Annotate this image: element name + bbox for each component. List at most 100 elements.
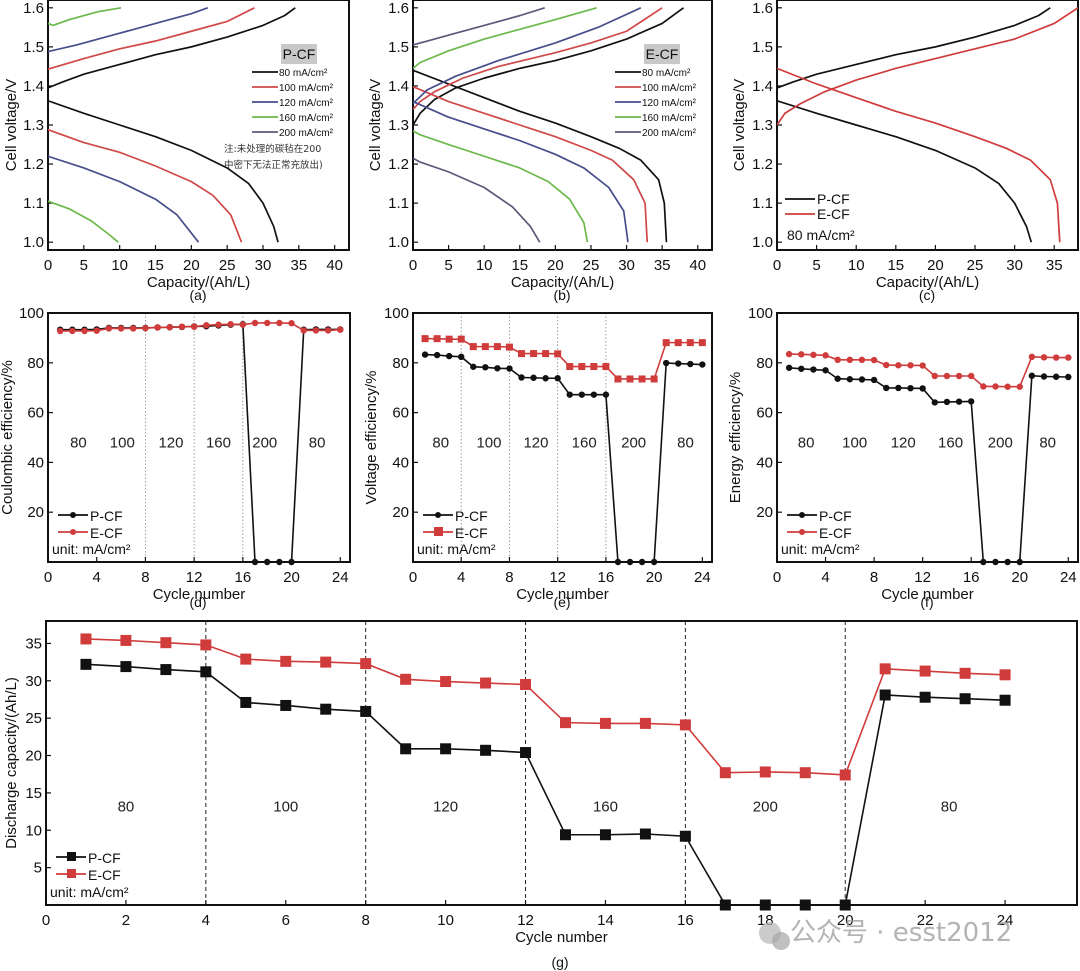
data-point (578, 391, 585, 398)
discharge-curve (777, 67, 1061, 243)
data-point (178, 323, 186, 330)
y-axis-label: Coulombic efficiency/% (0, 360, 16, 515)
series-line-e-cf (85, 638, 1006, 776)
data-point (482, 364, 489, 371)
data-point (999, 694, 1011, 706)
y-axis-label: Discharge capacity/(Ah/L) (3, 677, 20, 849)
data-point (559, 717, 571, 729)
x-tick-label: 20 (183, 257, 200, 274)
y-tick-label: 1.3 (752, 117, 773, 134)
discharge-curve (48, 128, 243, 243)
data-point (590, 363, 598, 371)
region-label: 160 (572, 434, 597, 451)
unit-annotation: unit: mA/cm² (52, 541, 131, 557)
data-point (834, 375, 841, 382)
data-point (798, 365, 805, 372)
data-point (785, 350, 793, 358)
data-point (520, 747, 532, 759)
legend-marker (67, 869, 76, 878)
data-point (288, 320, 295, 327)
data-point (679, 719, 691, 731)
x-tick-label: 8 (362, 912, 370, 929)
x-tick-label: 30 (618, 257, 635, 274)
x-tick-label: 8 (505, 569, 513, 586)
unit-annotation: unit: mA/cm² (781, 541, 860, 557)
x-tick-label: 12 (186, 569, 203, 586)
series-line-e-cf (425, 337, 703, 380)
legend-marker (799, 529, 805, 535)
data-point (190, 323, 198, 330)
data-point (80, 658, 92, 670)
data-point (240, 653, 252, 665)
data-point (967, 398, 975, 405)
data-point (931, 399, 938, 406)
y-tick-label: 1.4 (388, 78, 409, 95)
legend-label: 160 mA/cm² (642, 113, 697, 124)
data-point (360, 658, 372, 670)
data-point (675, 360, 682, 367)
data-point (1016, 383, 1023, 390)
chart-d: 0 4 8 12 16 20 24 20 40 60 80 100 Cycle number Coulom… (0, 305, 351, 610)
data-point (227, 321, 234, 328)
charge-curve (48, 7, 296, 89)
data-point (154, 324, 161, 331)
data-point (559, 829, 571, 841)
data-point (566, 363, 574, 371)
y-axis-label: Cell voltage/V (367, 79, 384, 172)
region-label: 160 (206, 434, 231, 451)
x-tick-label: 35 (290, 257, 307, 274)
x-tick-label: 16 (234, 569, 251, 586)
x-tick-label: 15 (147, 257, 164, 274)
charge-curve (777, 7, 1078, 126)
data-point (959, 667, 971, 679)
data-point (967, 372, 975, 380)
data-point (931, 372, 938, 380)
data-point (799, 767, 811, 779)
x-axis-label: Capacity/(Ah/L) (147, 274, 250, 291)
data-point (1052, 354, 1060, 361)
x-tick-label: 16 (963, 569, 980, 586)
x-tick-label: 35 (654, 257, 671, 274)
data-point (400, 673, 412, 685)
data-point (858, 356, 866, 364)
y-tick-label: 1.5 (752, 39, 773, 56)
x-tick-label: 12 (517, 912, 534, 929)
data-point (1040, 354, 1048, 361)
data-point (839, 769, 851, 781)
data-point (200, 666, 212, 678)
y-tick-label: 1.4 (752, 78, 773, 95)
y-axis-label: Cell voltage/V (3, 79, 20, 172)
legend-label: P-CF (819, 508, 852, 524)
x-tick-label: 12 (914, 569, 931, 586)
y-tick-label: 1.0 (23, 234, 44, 251)
region-label: 100 (110, 434, 135, 451)
legend-label: P-CF (455, 508, 488, 524)
data-point (324, 327, 332, 334)
legend-label: 80 mA/cm² (642, 68, 691, 79)
data-point (759, 766, 771, 778)
data-point (846, 376, 854, 383)
data-point (870, 356, 878, 364)
legend-marker (799, 512, 805, 518)
data-point (433, 351, 441, 359)
x-tick-label: 10 (848, 257, 865, 274)
data-point (919, 665, 931, 677)
legend-label: E-CF (455, 525, 488, 541)
legend-label: P-CF (90, 508, 123, 524)
discharge-curve (48, 200, 119, 243)
chart-b: 0 5 10 15 20 25 30 35 40 1.0 1.1 1.2 1.3 1.4 1.5 1.6 Cap… (367, 0, 713, 303)
data-point (662, 359, 670, 367)
charge-curve (413, 7, 663, 110)
x-axis-label: Capacity/(Ah/L) (511, 274, 614, 291)
discharge-curve (48, 99, 279, 243)
y-tick-label: 1.6 (23, 0, 44, 17)
data-point (919, 385, 926, 392)
data-point (530, 374, 537, 381)
chart-e: 0 4 8 12 16 20 24 20 40 60 80 100 Cycle number Voltag… (363, 305, 713, 610)
region-label: 100 (273, 799, 298, 816)
series-line-p-cf (85, 663, 1006, 906)
current-density-annotation: 80 mA/cm² (787, 227, 855, 243)
region-label: 80 (677, 434, 694, 451)
x-tick-label: 20 (547, 257, 564, 274)
data-point (719, 899, 731, 911)
